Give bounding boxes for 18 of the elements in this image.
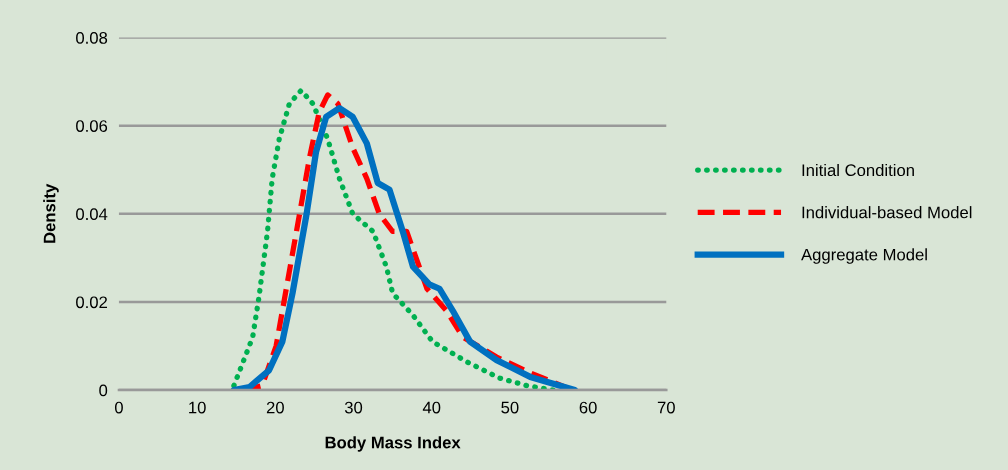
- legend-label: Individual-based Model: [802, 206, 972, 219]
- y-tick-label: 0.04: [76, 208, 108, 221]
- x-tick-label: 40: [422, 401, 441, 414]
- y-tick-label: 0.02: [76, 296, 107, 309]
- x-tick-label: 70: [657, 401, 675, 414]
- x-axis-title: Body Mass Index: [325, 436, 461, 452]
- x-tick-label: 20: [266, 401, 284, 414]
- x-tick-label: 50: [501, 401, 519, 414]
- x-tick-label: 0: [114, 401, 123, 414]
- x-tick-label: 30: [344, 401, 363, 414]
- y-tick-label: 0.06: [76, 120, 108, 132]
- y-tick-label: 0.08: [76, 32, 108, 44]
- x-tick-label: 60: [579, 401, 597, 414]
- y-axis-title: Density: [43, 183, 59, 243]
- x-tick-label: 10: [189, 401, 206, 414]
- y-tick-label: 0: [99, 384, 108, 397]
- legend-label: Aggregate Model: [801, 248, 927, 264]
- legend-label: Initial Condition: [802, 163, 914, 177]
